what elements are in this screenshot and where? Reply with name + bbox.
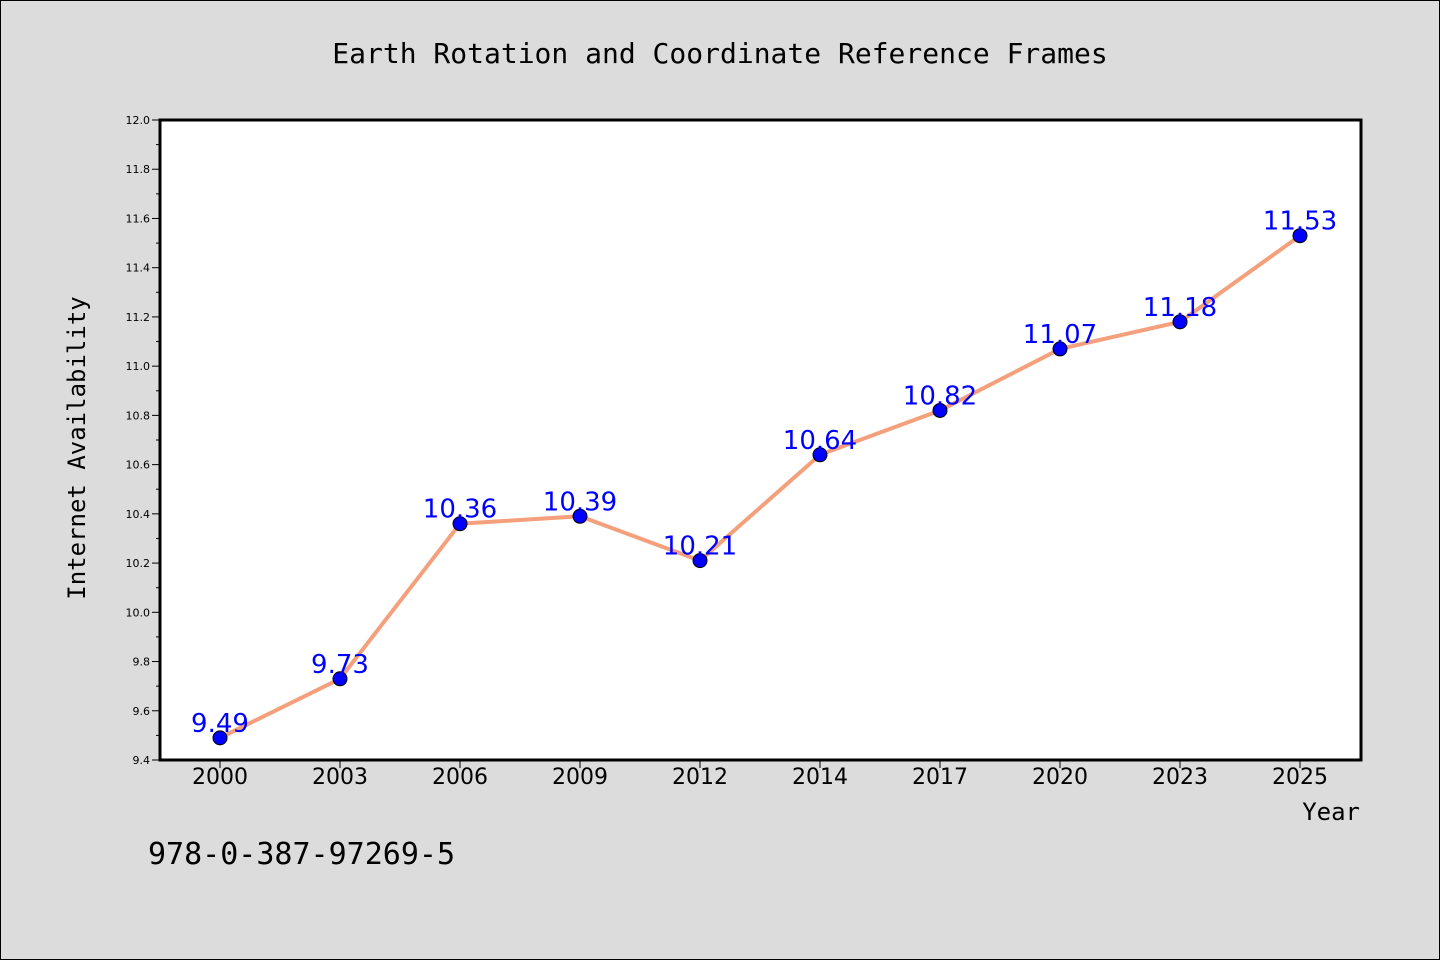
x-tick-label: 2012 [672, 765, 728, 790]
x-tick-label: 2006 [432, 765, 488, 790]
y-tick-label: 11.2 [126, 311, 151, 324]
data-point-marker [212, 730, 228, 746]
y-axis-label: Internet Availability [63, 296, 91, 599]
x-tick-label: 2009 [552, 765, 608, 790]
data-point-marker [932, 402, 948, 418]
x-tick-label: 2017 [912, 765, 968, 790]
x-tick-label: 2003 [312, 765, 368, 790]
y-tick-label: 10.4 [126, 508, 151, 521]
data-point-marker [1292, 228, 1308, 244]
data-point-marker [1052, 341, 1068, 357]
data-point-marker [572, 508, 588, 524]
series-line [219, 234, 1302, 740]
y-tick-label: 11.4 [126, 262, 151, 275]
data-label: 9.73 [311, 650, 369, 680]
data-label: 10.39 [543, 487, 617, 517]
data-label: 11.53 [1263, 207, 1337, 237]
data-label: 9.49 [191, 709, 249, 739]
x-tick-label: 2000 [192, 765, 248, 790]
x-tick-label: 2023 [1152, 765, 1208, 790]
y-tick-label: 11.0 [126, 360, 151, 373]
data-label: 10.21 [663, 532, 737, 562]
data-label: 10.64 [783, 426, 857, 456]
data-point-marker [812, 447, 828, 463]
chart-title: Earth Rotation and Coordinate Reference … [332, 37, 1107, 70]
data-point-marker [332, 671, 348, 687]
isbn-text: 978-0-387-97269-5 [148, 837, 455, 872]
y-axis-ticks: 9.4 9.6 9.8 10.0 10.2 10.4 10.6 10.8 11.0 11.2 11.… [126, 114, 160, 767]
y-tick-label: 12.0 [126, 114, 151, 127]
data-point-marker [452, 516, 468, 532]
data-label: 10.36 [423, 495, 497, 525]
y-tick-label: 10.0 [126, 606, 151, 619]
x-axis-ticks: 2000 2003 2006 2009 2012 2014 2017 2020 2023 2025 [192, 760, 1328, 790]
y-tick-label: 10.8 [126, 409, 151, 422]
x-tick-label: 2014 [792, 765, 848, 790]
data-label: 11.07 [1023, 320, 1097, 350]
y-tick-label: 9.6 [133, 705, 151, 718]
data-point-marker [1172, 314, 1188, 330]
y-tick-label: 10.6 [126, 459, 151, 472]
y-tick-label: 10.2 [126, 557, 151, 570]
y-tick-label: 9.4 [133, 754, 151, 767]
plot-border [158, 118, 1363, 762]
x-axis-label: Year [1302, 798, 1360, 826]
y-tick-label: 11.8 [126, 163, 151, 176]
y-tick-label: 11.6 [126, 212, 151, 225]
data-label: 10.82 [903, 381, 977, 411]
x-tick-label: 2025 [1272, 765, 1328, 790]
series-line-group [219, 234, 1302, 740]
data-point-marker [692, 553, 708, 569]
marker-group [212, 228, 1308, 746]
x-tick-label: 2020 [1032, 765, 1088, 790]
y-tick-label: 9.8 [133, 656, 151, 669]
data-label: 11.18 [1143, 293, 1217, 323]
data-label-group: 9.49 9.73 10.36 10.39 10.21 10.64 10.82 11.07 11… [191, 207, 1337, 739]
